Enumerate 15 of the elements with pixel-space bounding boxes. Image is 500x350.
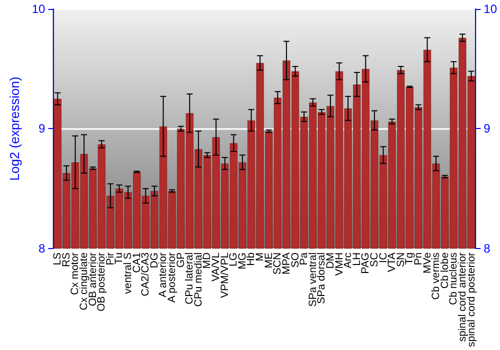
y-axis-title: Log2 (expression) (7, 76, 22, 181)
y-tick-label: 9 (38, 122, 46, 136)
x-tick-label: Tg (404, 252, 416, 265)
y-tick-label: 10 (32, 2, 46, 16)
x-tick-label: DM (324, 252, 336, 269)
x-tick-label: A posterior (166, 252, 178, 303)
x-tick-label: OB posterior (96, 252, 108, 312)
x-tick-label: MPA (280, 252, 292, 274)
y-tick-label: 8 (38, 241, 46, 256)
y2-tick-label: 8 (484, 241, 491, 256)
x-tick-label: RS (60, 252, 72, 268)
x-tick-label: SC (368, 252, 380, 268)
y2-tick-label: 9 (484, 122, 491, 136)
y2-tick-label: 10 (484, 2, 498, 16)
x-tick-label: DG (148, 252, 160, 268)
